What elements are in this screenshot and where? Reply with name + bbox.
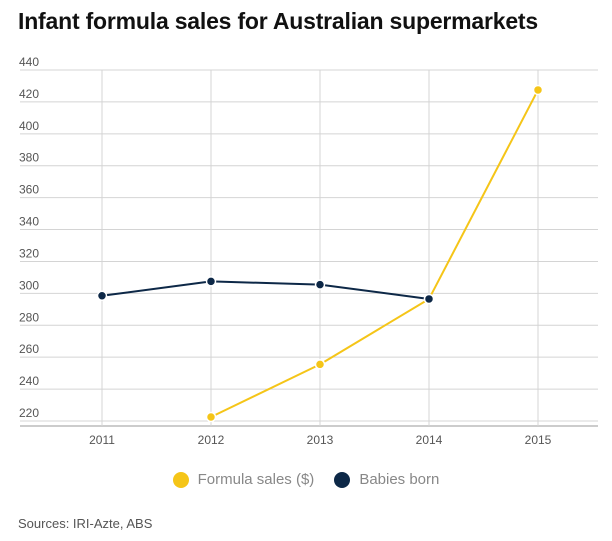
- legend-label-formula-sales: Formula sales ($): [197, 471, 315, 488]
- series-line-babies-born: [101, 280, 430, 300]
- x-tick-label-2014: 2014: [416, 433, 443, 447]
- x-tick-label-2012: 2012: [198, 433, 225, 447]
- y-tick-label-360: 360: [19, 183, 39, 197]
- y-tick-label-260: 260: [19, 342, 39, 356]
- series-lines: [101, 89, 539, 418]
- y-tick-label-300: 300: [19, 278, 39, 292]
- x-tick-label-2013: 2013: [307, 433, 334, 447]
- point-babies-born-2012[interactable]: [205, 276, 217, 287]
- y-tick-label-420: 420: [19, 87, 39, 101]
- legend-marker-babies-born: [334, 471, 351, 488]
- legend-item-babies-born[interactable]: Babies born: [334, 471, 439, 488]
- legend-label-babies-born: Babies born: [359, 471, 440, 488]
- legend-marker-formula-sales: [172, 471, 189, 488]
- series-points: [96, 84, 544, 423]
- y-tick-label-400: 400: [19, 119, 39, 133]
- point-formula-sales-2015[interactable]: [532, 84, 544, 96]
- x-tick-label-2015: 2015: [525, 433, 552, 447]
- source-note: Sources: IRI-Azte, ABS: [18, 516, 153, 531]
- y-tick-label-340: 340: [19, 215, 39, 229]
- grid-lines: [20, 69, 598, 427]
- y-tick-label-280: 280: [19, 310, 39, 324]
- x-axis: 2011 2012 2013 2014 2015: [89, 433, 552, 447]
- legend-item-formula-sales[interactable]: Formula sales ($): [172, 471, 315, 488]
- y-tick-label-220: 220: [19, 406, 39, 420]
- point-babies-born-2014[interactable]: [423, 293, 435, 305]
- y-tick-label-320: 320: [19, 246, 39, 260]
- line-chart: 220 240 260 280 300 320 340 360 380 400 420 440 201…: [19, 55, 598, 447]
- series-line-formula-sales: [210, 89, 539, 418]
- point-formula-sales-2012[interactable]: [205, 411, 217, 423]
- point-babies-born-2013[interactable]: [314, 279, 326, 290]
- chart-title: Infant formula sales for Australian supe…: [18, 8, 538, 34]
- y-tick-label-440: 440: [19, 55, 39, 69]
- point-babies-born-2011[interactable]: [96, 290, 108, 302]
- x-tick-label-2011: 2011: [89, 433, 115, 447]
- y-tick-label-240: 240: [19, 374, 39, 388]
- y-tick-label-380: 380: [19, 151, 39, 165]
- legend: Formula sales ($) Babies born: [0, 471, 612, 488]
- point-formula-sales-2013[interactable]: [314, 359, 326, 370]
- y-axis: 220 240 260 280 300 320 340 360 380 400 420 440: [19, 55, 39, 420]
